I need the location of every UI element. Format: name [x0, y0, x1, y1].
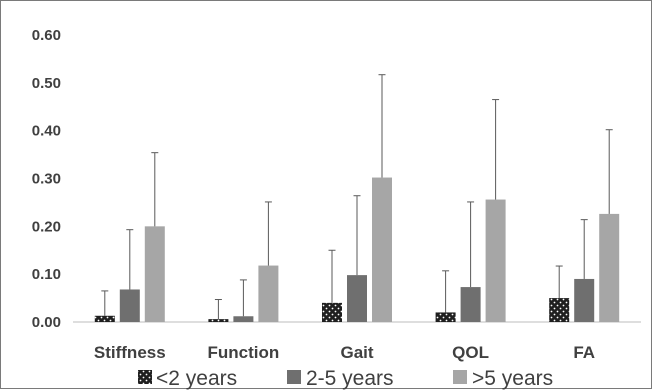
bar-function-series-0	[208, 319, 229, 322]
bar-gait-series-0	[322, 302, 342, 322]
y-tick-label: 0.00	[32, 314, 61, 331]
legend-label-series-0: <2 years	[156, 367, 237, 390]
legend: <2 years 2-5 years >5 years	[138, 367, 553, 390]
y-tick-label: 0.10	[32, 266, 61, 283]
x-tick-label-gait: Gait	[340, 343, 373, 362]
bar-gait-series-2	[372, 177, 392, 322]
bar-stiffness-series-2	[144, 226, 165, 322]
bar-qol-series-2	[485, 199, 506, 322]
legend-label-series-1: 2-5 years	[306, 367, 394, 390]
bar-qol-series-0	[435, 312, 456, 322]
legend-swatch-series-2	[453, 370, 467, 384]
category-labels: Stiffness Function Gait QOL FA	[94, 343, 595, 362]
legend-label-series-2: >5 years	[472, 367, 553, 390]
bar-fa-series-0	[549, 298, 570, 322]
y-tick-label: 0.40	[32, 123, 61, 140]
y-tick-label: 0.20	[32, 218, 61, 235]
bar-fa-series-2	[599, 213, 620, 322]
legend-swatch-series-0	[138, 370, 152, 384]
y-tick-label: 0.60	[32, 27, 61, 44]
bar-function-series-2	[258, 265, 279, 322]
y-tick-label: 0.50	[32, 75, 61, 92]
x-tick-label-qol: QOL	[452, 343, 489, 362]
bar-stiffness-series-1	[119, 289, 140, 322]
bar-gait-series-1	[347, 275, 367, 322]
bars-group	[94, 74, 620, 322]
legend-swatch-series-1	[287, 370, 301, 384]
x-tick-label-fa: FA	[573, 343, 595, 362]
y-tick-label: 0.30	[32, 171, 61, 188]
bar-qol-series-1	[460, 287, 481, 322]
bar-stiffness-series-0	[94, 315, 115, 322]
x-tick-label-function: Function	[208, 343, 280, 362]
bar-function-series-1	[233, 316, 254, 322]
y-axis-ticks: 0.00 0.10 0.20 0.30 0.40 0.50 0.60	[32, 27, 61, 331]
bar-fa-series-1	[574, 278, 595, 322]
x-tick-label-stiffness: Stiffness	[94, 343, 166, 362]
